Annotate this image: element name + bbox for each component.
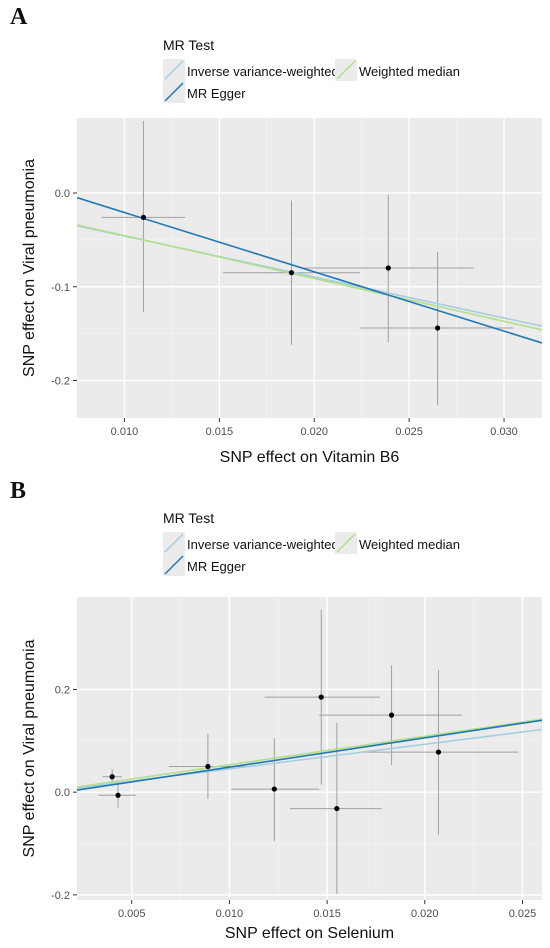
legend-label: MR Egger — [187, 86, 246, 101]
legend-label: MR Egger — [187, 559, 246, 574]
x-axis-label: SNP effect on Selenium — [225, 925, 394, 942]
y-tick-label: -0.2 — [51, 890, 70, 902]
y-tick-label: 0.2 — [55, 684, 70, 696]
regression-line — [77, 719, 542, 791]
x-tick-label: 0.010 — [111, 426, 139, 438]
legend-label: Inverse variance-weighted — [187, 537, 339, 552]
x-tick-label: 0.020 — [300, 426, 328, 438]
chart-panel-a: A MR Test Inverse variance-weighted Weighte… — [10, 4, 542, 466]
x-tick-label: 0.025 — [395, 426, 423, 438]
regression-line — [77, 718, 542, 788]
legend-key-line — [164, 82, 184, 102]
data-point — [205, 763, 211, 770]
x-tick-label: 0.015 — [206, 426, 234, 438]
regression-line — [77, 196, 542, 344]
y-tick-label: -0.2 — [51, 376, 70, 388]
axes: 0.005 0.010 0.015 0.020 0.025 0.2 0.0 -0.2 SNP e… — [21, 639, 536, 942]
legend-entry: MR Egger — [163, 81, 246, 103]
data-point — [385, 265, 391, 271]
legend-key-line — [336, 533, 356, 553]
y-tick-label: 0.0 — [55, 787, 70, 799]
y-tick-label: -0.1 — [51, 282, 70, 294]
data-points — [109, 694, 442, 812]
legend-label: Inverse variance-weighted — [187, 64, 339, 79]
legend-label: Weighted median — [359, 537, 460, 552]
chart-panel-b: B MR Test Inverse variance-weighted Weighte… — [10, 478, 542, 942]
data-point — [435, 325, 441, 331]
plot-background — [77, 597, 542, 900]
y-axis-label: SNP effect on Viral pneumonia — [21, 639, 38, 857]
legend-title: MR Test — [163, 37, 214, 53]
data-point — [288, 270, 295, 276]
regression-line — [77, 224, 542, 331]
legend: MR Test Inverse variance-weighted Weighted… — [163, 37, 460, 103]
data-point — [140, 214, 147, 220]
axes: 0.010 0.015 0.020 0.025 0.030 0.0 -0.1 -0.2 SNP … — [21, 159, 518, 466]
legend-title: MR Test — [163, 510, 214, 526]
gridlines — [77, 597, 542, 900]
legend-entry: Weighted median — [335, 59, 460, 81]
legend-entry: Inverse variance-weighted — [163, 59, 339, 81]
x-tick-label: 0.020 — [411, 908, 439, 920]
legend-label: Weighted median — [359, 64, 460, 79]
data-point — [388, 712, 395, 718]
data-point — [334, 805, 340, 812]
legend: MR Test Inverse variance-weighted Weighted… — [163, 510, 460, 576]
panel-letter: A — [10, 4, 28, 30]
x-tick-label: 0.025 — [509, 908, 537, 920]
legend-key-line — [336, 60, 356, 80]
data-points — [140, 214, 441, 331]
regression-lines — [77, 718, 542, 791]
legend-entry: MR Egger — [163, 554, 246, 576]
legend-key-line — [164, 60, 184, 80]
legend-key-line — [164, 533, 184, 553]
regression-lines — [77, 196, 542, 344]
legend-entry: Inverse variance-weighted — [163, 532, 339, 554]
x-tick-label: 0.015 — [313, 908, 341, 920]
data-point — [318, 694, 324, 700]
data-point — [435, 749, 442, 755]
data-point — [109, 774, 115, 780]
legend-key-line — [164, 555, 184, 575]
y-tick-label: 0.0 — [55, 188, 70, 200]
legend-entry: Weighted median — [335, 532, 460, 554]
x-tick-label: 0.005 — [118, 908, 146, 920]
x-tick-label: 0.010 — [216, 908, 244, 920]
data-point — [115, 792, 121, 798]
x-axis-label: SNP effect on Vitamin B6 — [220, 449, 400, 466]
y-axis-label: SNP effect on Viral pneumonia — [21, 159, 38, 377]
x-tick-label: 0.030 — [490, 426, 518, 438]
data-point — [271, 786, 277, 792]
panel-letter: B — [10, 478, 26, 504]
